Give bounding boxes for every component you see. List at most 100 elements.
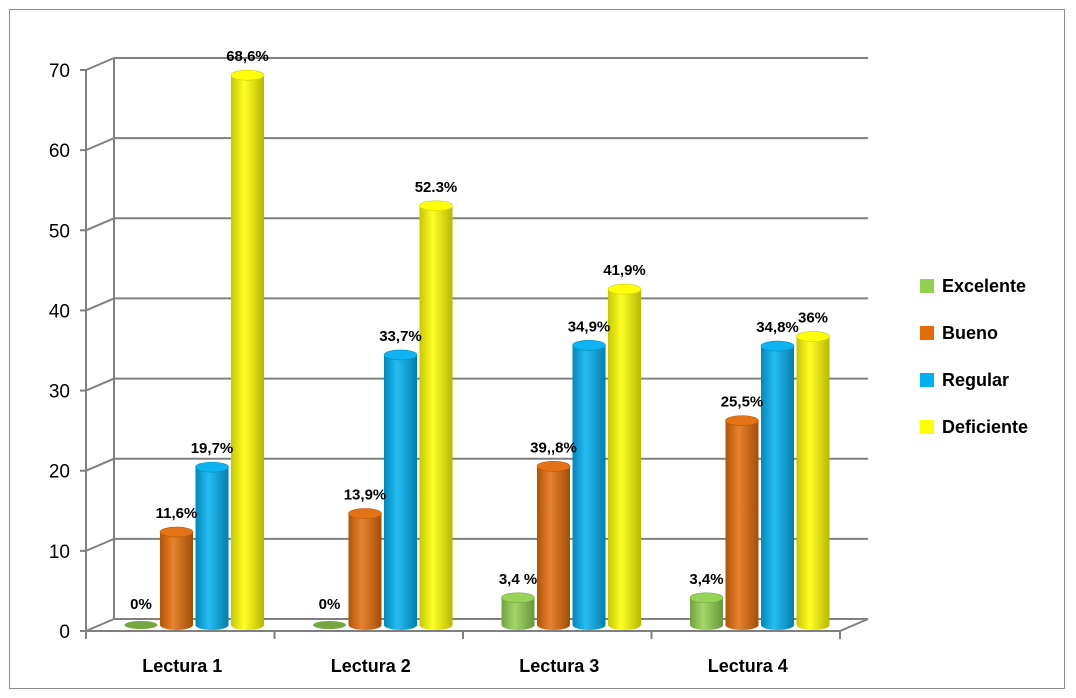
bar-body bbox=[419, 205, 453, 631]
bar-top bbox=[760, 340, 795, 352]
data-label: 39,,8% bbox=[530, 439, 577, 456]
data-label: 34,9% bbox=[568, 318, 611, 335]
data-label: 19,7% bbox=[191, 440, 234, 457]
bar-deficiente-1 bbox=[230, 69, 265, 631]
data-label: 33,7% bbox=[379, 328, 422, 345]
bar-top bbox=[572, 340, 606, 351]
legend-item-bueno: Bueno bbox=[920, 323, 998, 343]
legend-swatch bbox=[920, 373, 934, 387]
data-label: 34,8% bbox=[756, 319, 799, 336]
bar-excelente-3 bbox=[501, 592, 535, 630]
bar-bueno-1 bbox=[159, 526, 194, 630]
bar-regular-4 bbox=[760, 340, 795, 630]
data-label: 52.3% bbox=[415, 179, 458, 196]
legend: Excelente Bueno Regular Deficiente bbox=[920, 276, 1028, 437]
legend-label: Excelente bbox=[942, 276, 1026, 296]
bar-body bbox=[796, 336, 830, 630]
y-tick-label: 50 bbox=[49, 221, 70, 242]
data-label: 11,6% bbox=[156, 505, 198, 522]
bar-top bbox=[536, 461, 571, 472]
bar-top bbox=[348, 508, 382, 519]
bar-body bbox=[725, 420, 759, 630]
bar-top bbox=[383, 349, 418, 361]
bar-top bbox=[195, 461, 229, 473]
legend-label: Deficiente bbox=[942, 417, 1028, 437]
bar-deficiente-3 bbox=[607, 283, 642, 630]
y-tick-label: 30 bbox=[49, 382, 70, 403]
y-tick-label: 0 bbox=[59, 622, 70, 643]
bar-bueno-3 bbox=[536, 461, 571, 630]
data-label: 0% bbox=[319, 596, 341, 613]
bar-body bbox=[572, 345, 606, 630]
legend-item-deficiente: Deficiente bbox=[920, 417, 1028, 437]
gridline-side bbox=[85, 297, 115, 312]
bars bbox=[124, 69, 830, 631]
data-labels: 0% 11,6% 19,7% 68,6% 0% 13,9% 33,7% 52.3% 3,4 % 3… bbox=[130, 48, 828, 613]
bar-body bbox=[195, 467, 229, 630]
gridline-side bbox=[85, 457, 115, 472]
bar-top bbox=[501, 592, 535, 604]
gridline-side bbox=[85, 57, 115, 71]
bar-body bbox=[501, 597, 535, 630]
bar-body bbox=[160, 532, 193, 630]
y-tick-label: 60 bbox=[49, 141, 70, 162]
category-label: Lectura 1 bbox=[142, 656, 222, 676]
legend-label: Regular bbox=[942, 370, 1009, 390]
bar-top bbox=[607, 283, 642, 295]
x-axis-labels: Lectura 1 Lectura 2 Lectura 3 Lectura 4 bbox=[142, 656, 788, 676]
data-label: 13,9% bbox=[344, 487, 387, 504]
data-label: 41,9% bbox=[603, 262, 646, 279]
category-label: Lectura 2 bbox=[331, 656, 411, 676]
y-tick-label: 20 bbox=[49, 462, 70, 483]
bar-top bbox=[419, 200, 453, 212]
data-label: 25,5% bbox=[721, 394, 764, 411]
y-axis-ticks: 0 10 20 30 40 50 60 70 bbox=[49, 61, 70, 643]
axes bbox=[80, 58, 869, 639]
bar-body bbox=[348, 513, 382, 630]
gridline-side bbox=[85, 217, 115, 232]
bar-body bbox=[384, 354, 417, 630]
gridline-side bbox=[85, 377, 115, 392]
legend-item-excelente: Excelente bbox=[920, 276, 1026, 296]
gridline-side bbox=[85, 137, 115, 152]
data-label: 3,4 % bbox=[499, 571, 537, 588]
data-label: 3,4% bbox=[689, 571, 723, 588]
bar-top bbox=[159, 526, 194, 538]
legend-item-regular: Regular bbox=[920, 370, 1009, 390]
bar-excelente-1 bbox=[124, 621, 158, 629]
bar-regular-2 bbox=[383, 349, 418, 630]
bar-bueno-4 bbox=[725, 415, 759, 630]
data-label: 36% bbox=[798, 309, 828, 326]
bar-regular-3 bbox=[572, 340, 606, 630]
bar-bueno-2 bbox=[348, 508, 382, 630]
data-label: 68,6% bbox=[226, 48, 269, 65]
bar-body bbox=[761, 346, 794, 630]
bar-top bbox=[796, 331, 830, 342]
bar-top bbox=[689, 592, 724, 604]
category-label: Lectura 3 bbox=[519, 656, 599, 676]
legend-swatch bbox=[920, 420, 934, 434]
y-tick-label: 10 bbox=[49, 542, 70, 563]
y-tick-label: 40 bbox=[49, 301, 70, 322]
gridline-side bbox=[85, 537, 115, 552]
bar-body bbox=[608, 289, 641, 630]
legend-swatch bbox=[920, 326, 934, 340]
bar-body bbox=[537, 466, 570, 630]
y-tick-label: 70 bbox=[49, 61, 70, 82]
category-label: Lectura 4 bbox=[708, 656, 788, 676]
bar-regular-1 bbox=[195, 461, 229, 630]
floor bbox=[85, 618, 869, 632]
legend-label: Bueno bbox=[942, 323, 998, 343]
bar-top bbox=[230, 69, 265, 81]
bar-deficiente-4 bbox=[796, 331, 830, 630]
bar-excelente-2 bbox=[313, 621, 346, 629]
bar-base bbox=[124, 621, 158, 629]
bar-deficiente-2 bbox=[419, 200, 453, 631]
bar-excelente-4 bbox=[689, 592, 724, 630]
bar-base bbox=[313, 621, 346, 629]
bar-body bbox=[690, 597, 723, 630]
legend-swatch bbox=[920, 279, 934, 293]
data-label: 0% bbox=[130, 596, 152, 613]
bar-body bbox=[231, 75, 264, 631]
